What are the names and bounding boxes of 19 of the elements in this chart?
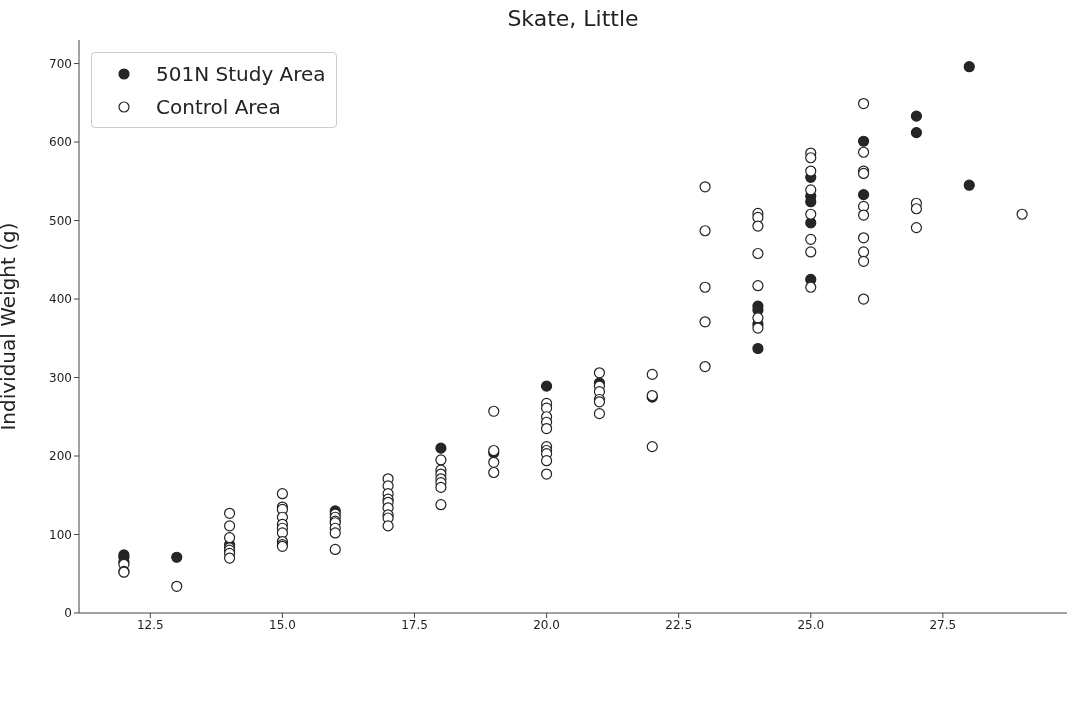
- x-tick-label: 27.5: [929, 617, 957, 632]
- y-tick-label: 500: [49, 213, 72, 228]
- y-tick-label: 600: [49, 135, 72, 150]
- y-tick-label: 0: [64, 606, 72, 621]
- x-tick-label: 15.0: [269, 617, 296, 632]
- y-axis-title: Individual Weight (g): [0, 222, 21, 431]
- legend-label: 501N Study Area: [156, 61, 326, 86]
- x-tick-label: 12.5: [136, 617, 164, 632]
- x-tick-label: 22.5: [665, 617, 693, 632]
- chart-title: Skate, Little: [506, 6, 640, 31]
- y-tick-label: 700: [49, 56, 72, 71]
- x-tick-label: 20.0: [533, 617, 560, 632]
- y-tick-label: 200: [49, 449, 72, 464]
- legend-label: Control Area: [156, 94, 281, 119]
- x-tick-label: 17.5: [401, 617, 428, 632]
- x-tick-label: 25.0: [797, 617, 825, 632]
- y-tick-label: 400: [49, 292, 72, 307]
- y-tick-label: 100: [49, 527, 72, 542]
- y-tick-label: 300: [49, 370, 72, 385]
